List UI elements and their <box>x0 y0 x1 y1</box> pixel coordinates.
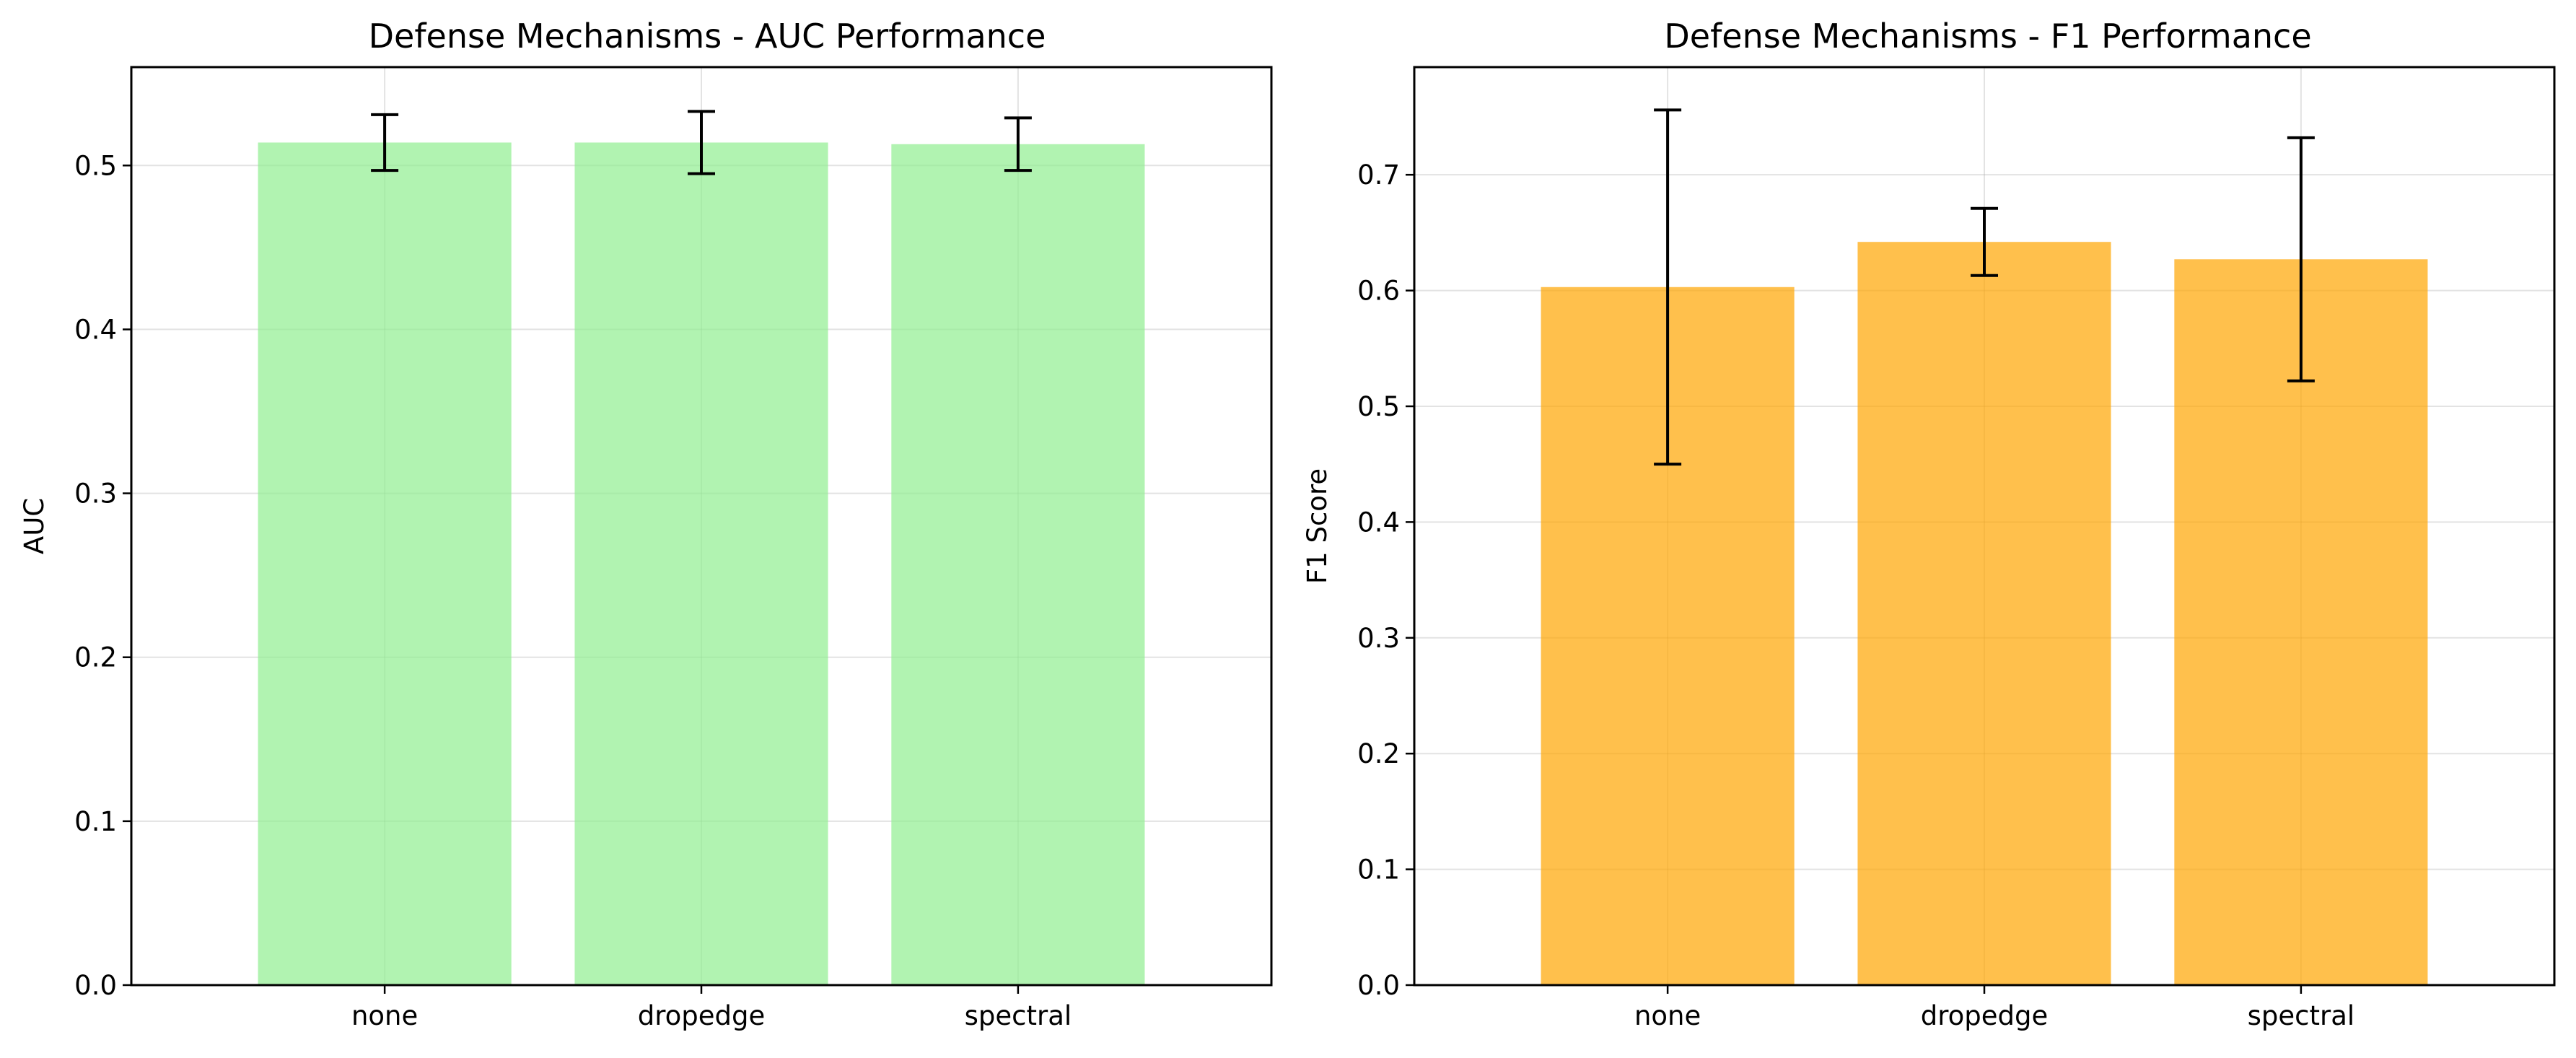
auc-bar-spectral <box>891 144 1145 986</box>
auc-x-tick-label: spectral <box>965 1000 1072 1031</box>
auc-error-bars <box>371 110 1032 175</box>
f1-y-tick-label: 0.1 <box>1357 854 1400 886</box>
f1-x-tick-label: none <box>1634 1000 1701 1031</box>
f1-bars <box>1541 242 2428 985</box>
f1-x-tick-label: spectral <box>2248 1000 2355 1031</box>
f1-x-tick-label: dropedge <box>1921 1000 2049 1031</box>
f1-y-tick-label: 0.0 <box>1357 970 1400 1001</box>
auc-x-ticks: none dropedge spectral <box>351 985 1072 1031</box>
f1-bar-dropedge <box>1857 242 2111 985</box>
f1-y-tick-label: 0.2 <box>1357 738 1400 769</box>
f1-y-tick-label: 0.4 <box>1357 507 1400 538</box>
auc-x-tick-label: dropedge <box>638 1000 766 1031</box>
auc-y-ticks: 0.0 0.1 0.2 0.3 0.4 0.5 <box>74 150 131 1001</box>
auc-y-tick-label: 0.0 <box>74 970 117 1001</box>
f1-y-tick-label: 0.3 <box>1357 623 1400 654</box>
auc-x-tick-label: none <box>351 1000 418 1031</box>
f1-x-ticks: none dropedge spectral <box>1634 985 2354 1031</box>
f1-y-ticks: 0.0 0.1 0.2 0.3 0.4 0.5 0.6 0.7 <box>1357 159 1414 1001</box>
auc-y-tick-label: 0.5 <box>74 150 117 181</box>
auc-bar-dropedge <box>574 142 828 985</box>
auc-bar-none <box>258 142 512 985</box>
f1-chart-title: Defense Mechanisms - F1 Performance <box>1664 17 2311 56</box>
f1-error-bars <box>1654 108 2315 466</box>
auc-y-tick-label: 0.3 <box>74 478 117 510</box>
auc-y-tick-label: 0.1 <box>74 806 117 837</box>
f1-y-tick-label: 0.7 <box>1357 159 1400 191</box>
auc-bars <box>258 142 1145 986</box>
f1-y-tick-label: 0.6 <box>1357 276 1400 307</box>
auc-y-tick-label: 0.4 <box>74 314 117 345</box>
auc-chart-title: Defense Mechanisms - AUC Performance <box>369 17 1046 56</box>
auc-y-tick-label: 0.2 <box>74 642 117 673</box>
f1-chart: Defense Mechanisms - F1 Performance F1 S… <box>1302 17 2556 1031</box>
auc-chart: Defense Mechanisms - AUC Performance AUC… <box>19 17 1273 1031</box>
f1-y-axis-label: F1 Score <box>1302 468 1333 584</box>
auc-y-axis-label: AUC <box>19 498 50 554</box>
f1-y-tick-label: 0.5 <box>1357 391 1400 422</box>
